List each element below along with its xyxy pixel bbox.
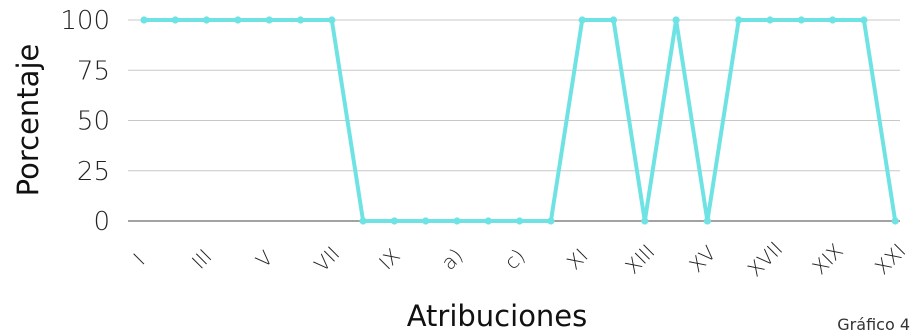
data-point — [672, 16, 680, 24]
x-axis-ticks: I III V VII IX a) c) XI XIII XV XVII XIX XXI — [128, 237, 910, 282]
data-point — [735, 16, 743, 24]
data-point — [860, 16, 868, 24]
y-tick-label: 100 — [60, 6, 110, 36]
data-point — [234, 16, 242, 24]
x-tick-label: a) — [436, 243, 467, 274]
y-axis-ticks: 0 25 50 75 100 — [60, 6, 110, 237]
data-point — [140, 16, 148, 24]
y-tick-label: 0 — [93, 207, 110, 237]
x-tick-label: I — [128, 248, 149, 269]
data-point — [578, 16, 586, 24]
x-tick-label: V — [251, 246, 278, 273]
data-point — [422, 217, 430, 225]
chart-caption: Gráfico 4 — [837, 315, 910, 334]
data-point — [829, 16, 837, 24]
x-tick-label: XV — [684, 241, 721, 278]
data-point — [265, 16, 273, 24]
y-tick-label: 75 — [77, 56, 110, 86]
gridlines — [128, 19, 900, 222]
x-tick-label: XIX — [807, 239, 848, 280]
series-group — [140, 16, 899, 225]
data-point — [203, 16, 211, 24]
data-point — [516, 217, 524, 225]
y-tick-label: 25 — [77, 157, 110, 187]
data-point — [641, 217, 649, 225]
data-point — [484, 217, 492, 225]
data-point — [171, 16, 179, 24]
data-point — [766, 16, 774, 24]
x-tick-label: XVII — [743, 237, 788, 282]
data-point — [453, 217, 461, 225]
x-tick-label: XI — [562, 244, 593, 275]
data-point — [328, 16, 336, 24]
data-point — [891, 217, 899, 225]
data-point — [703, 217, 712, 225]
data-point — [296, 16, 305, 24]
x-axis-title: Atribuciones — [407, 299, 588, 333]
data-point — [797, 16, 805, 24]
x-tick-label: VII — [309, 242, 344, 277]
x-tick-label: XIII — [620, 239, 659, 278]
data-point — [547, 217, 555, 225]
data-point — [609, 16, 618, 24]
x-tick-label: XXI — [870, 239, 911, 280]
x-tick-label: IX — [374, 244, 405, 275]
y-tick-label: 50 — [77, 107, 110, 137]
y-axis-title: Porcentaje — [11, 44, 45, 197]
data-point — [359, 217, 367, 225]
data-point — [390, 217, 398, 225]
x-tick-label: III — [187, 244, 216, 273]
x-tick-label: c) — [500, 244, 530, 274]
